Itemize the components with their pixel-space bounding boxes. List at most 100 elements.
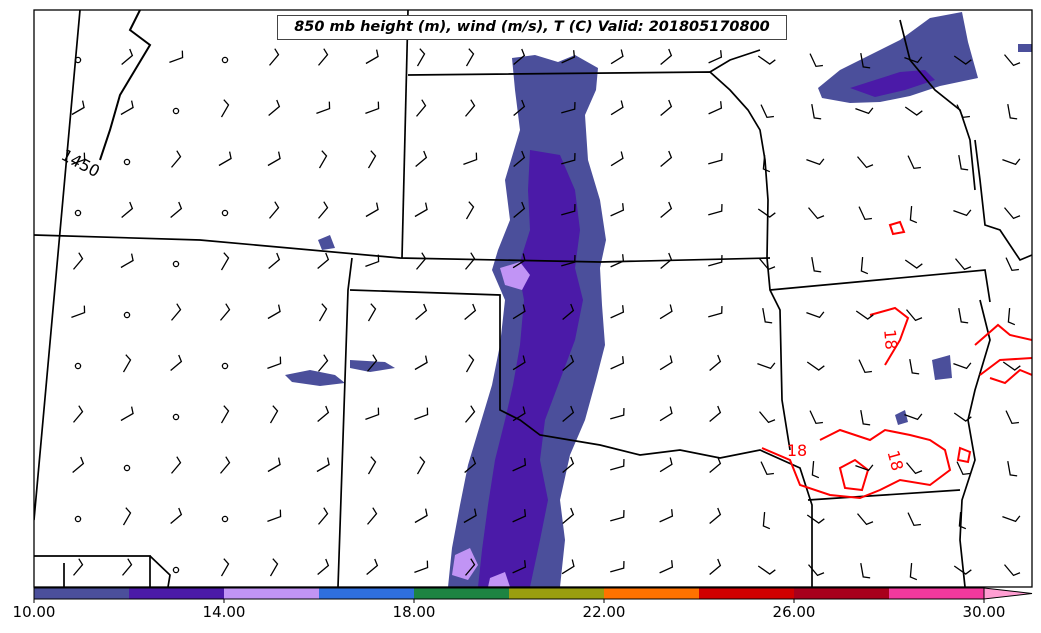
wind-barb [610,561,625,573]
temp-contour-label-b: 18 [880,329,901,351]
wind-barb [267,509,282,523]
wind-barb [365,101,380,115]
wind-barb [561,153,576,165]
wind-barb [1002,515,1021,523]
wind-barb [220,99,230,118]
wind-barb [610,356,625,370]
wind-barb [907,512,921,527]
wind-barb [367,456,377,475]
wind-barb [512,355,526,371]
colorbar-outline [33,587,985,600]
colorbar-tick-label: 22.00 [582,603,626,621]
wind-barb [757,565,776,575]
wind-barb [562,507,575,524]
wind-barb [561,204,576,216]
temp-contour-label-c: 18 [884,448,908,473]
wind-barb [953,412,972,422]
colorbar-bin [319,588,415,599]
wind-barb [169,50,184,64]
wind-barb [220,405,230,424]
wind-barb [317,405,330,422]
wind-barb [659,355,673,371]
wind-barb [610,408,625,420]
wind-barb [860,562,871,579]
temp-contour-label-a: 18 [787,441,807,460]
wind-barb [906,462,923,475]
wind-barb [860,256,869,275]
wind-barb [71,152,86,166]
colorbar-bin [414,588,510,599]
wind-barb [316,457,330,473]
wind-barb [71,100,85,116]
wind-barb [610,459,625,471]
wind-barb [955,258,972,271]
wind-barb [610,151,624,167]
wind-barb [708,101,723,115]
temperature-contours [761,220,1032,500]
wind-barb [122,354,132,373]
wind-barb [464,303,477,320]
colorbar-tick-label: 18.00 [392,603,436,621]
wind-barb [562,354,575,371]
wind-barb [610,49,624,65]
wind-barb [465,354,475,373]
wind-barb [1007,460,1018,477]
wind-barb [811,460,820,479]
wind-barb [414,355,428,371]
wind-barb [121,48,134,65]
wind-barb [1005,410,1019,425]
wind-barb [513,150,526,167]
wind-barb [318,150,328,169]
calm-wind-marker [221,209,229,217]
wind-barb [463,152,478,166]
wind-barb [317,252,330,269]
wind-barb [318,48,329,66]
wind-barb [610,510,625,522]
calm-wind-marker [123,311,131,319]
wind-barb [904,259,923,269]
wind-barb [513,201,526,218]
wind-barb [708,255,723,267]
wind-barb [806,514,825,524]
wind-barb [855,107,874,115]
wind-barb [1007,307,1016,326]
calm-wind-marker [221,56,229,64]
wind-barb [759,411,776,424]
wind-barb [268,99,281,116]
wind-barb [220,456,231,474]
calm-wind-marker [172,413,180,421]
wind-barb [708,306,723,318]
wind-barb [909,205,918,224]
wind-barb [318,303,328,322]
wind-barb [808,564,825,577]
wind-barb [512,304,526,320]
wind-barb [904,56,923,64]
wind-barb [562,405,575,422]
wind-barb [909,358,920,375]
wind-barb [757,55,776,65]
wind-barb [660,150,673,167]
wind-barb [561,50,576,64]
wind-barb [415,303,428,320]
calm-wind-marker [74,362,82,370]
colorbar [33,587,1033,603]
wind-barb [660,48,673,65]
wind-barb [659,304,673,320]
wind-barb [120,253,134,269]
wind-barb [806,311,825,319]
wind-barb [171,150,182,168]
wind-barb [365,49,379,65]
wind-barb [122,558,133,576]
calm-wind-marker [172,566,180,574]
wind-barb [808,207,825,220]
colorbar-bin [129,588,225,599]
wind-barb [953,565,972,575]
wind-barb [562,303,575,320]
wind-barb [416,252,427,270]
wind-barb [72,456,85,473]
wind-barb [465,405,476,423]
wind-barb [366,558,379,575]
wind-barb [269,48,280,66]
wind-barb [220,303,231,321]
wind-barb [318,201,329,219]
